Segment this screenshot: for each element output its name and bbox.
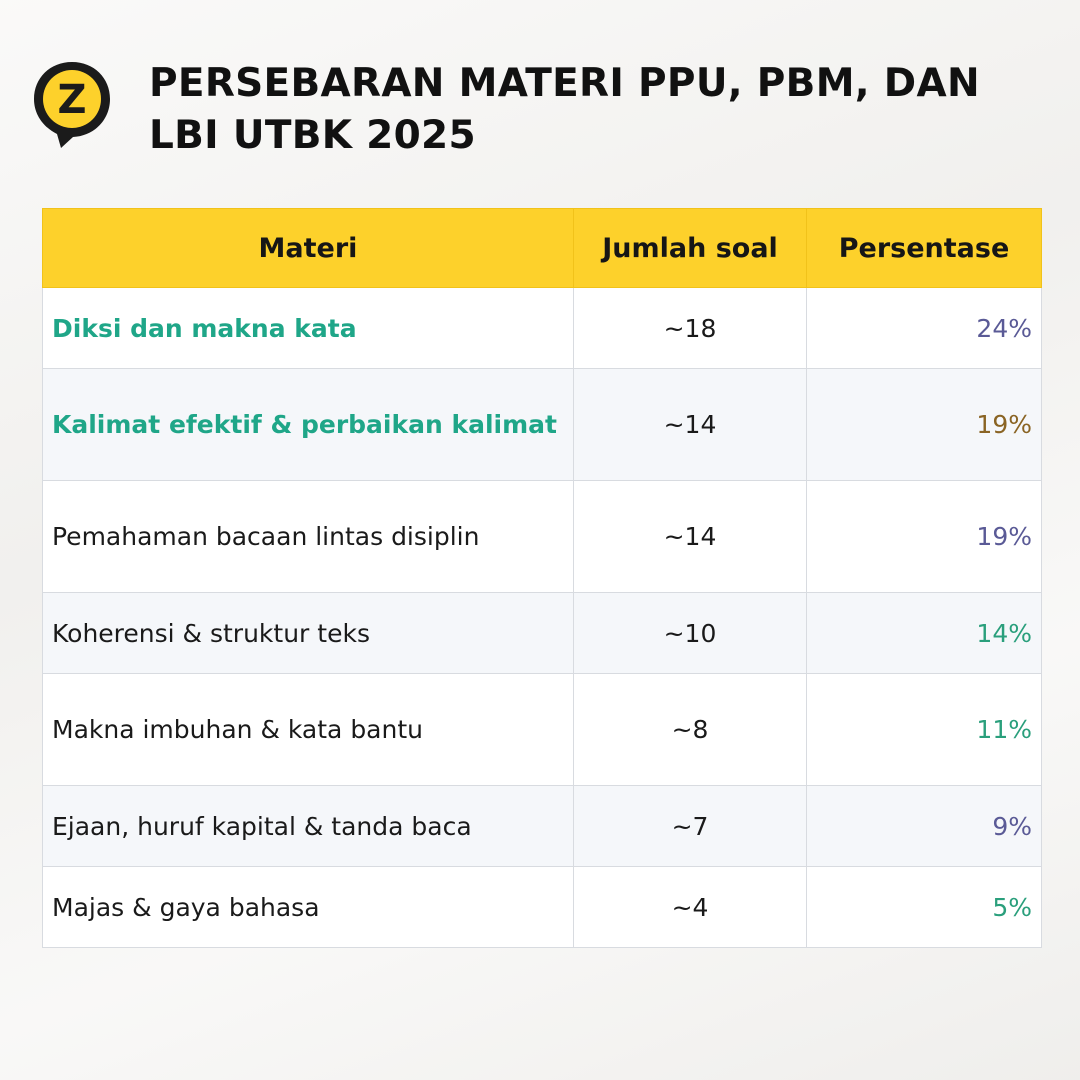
table-row: Kalimat efektif & perbaikan kalimat ~14 … [42, 368, 1042, 481]
row-percent: 19% [806, 368, 1042, 481]
page-title: PERSEBARAN MATERI PPU, PBM, DAN LBI UTBK… [149, 58, 1029, 162]
table-row: Pemahaman bacaan lintas disiplin ~14 19% [42, 480, 1042, 593]
row-count: ~10 [573, 592, 807, 674]
row-percent: 24% [806, 287, 1042, 369]
row-percent: 11% [806, 673, 1042, 786]
table-row: Koherensi & struktur teks ~10 14% [42, 592, 1042, 674]
row-percent: 14% [806, 592, 1042, 674]
table-row: Makna imbuhan & kata bantu ~8 11% [42, 673, 1042, 786]
row-topic: Pemahaman bacaan lintas disiplin [42, 480, 574, 593]
row-topic: Majas & gaya bahasa [42, 866, 574, 948]
table-row: Ejaan, huruf kapital & tanda baca ~7 9% [42, 785, 1042, 867]
row-count: ~18 [573, 287, 807, 369]
row-count: ~8 [573, 673, 807, 786]
row-topic: Kalimat efektif & perbaikan kalimat [42, 368, 574, 481]
column-header-persentase: Persentase [806, 208, 1042, 288]
table-row: Diksi dan makna kata ~18 24% [42, 287, 1042, 369]
row-count: ~7 [573, 785, 807, 867]
column-header-jumlah-soal: Jumlah soal [573, 208, 807, 288]
materi-table: Materi Jumlah soal Persentase Diksi dan … [42, 208, 1042, 948]
logo-letter: Z [57, 77, 86, 123]
row-topic: Makna imbuhan & kata bantu [42, 673, 574, 786]
title-line-1: PERSEBARAN MATERI PPU, PBM, DAN [149, 61, 980, 106]
row-count: ~14 [573, 368, 807, 481]
z-map-pin-logo-icon: Z [34, 62, 110, 148]
row-count: ~4 [573, 866, 807, 948]
row-topic: Koherensi & struktur teks [42, 592, 574, 674]
row-count: ~14 [573, 480, 807, 593]
row-percent: 5% [806, 866, 1042, 948]
title-line-2: LBI UTBK 2025 [149, 113, 476, 158]
row-topic: Ejaan, huruf kapital & tanda baca [42, 785, 574, 867]
column-header-materi: Materi [42, 208, 574, 288]
table-row: Majas & gaya bahasa ~4 5% [42, 866, 1042, 948]
table-header-row: Materi Jumlah soal Persentase [42, 208, 1042, 288]
row-percent: 9% [806, 785, 1042, 867]
row-percent: 19% [806, 480, 1042, 593]
row-topic: Diksi dan makna kata [42, 287, 574, 369]
